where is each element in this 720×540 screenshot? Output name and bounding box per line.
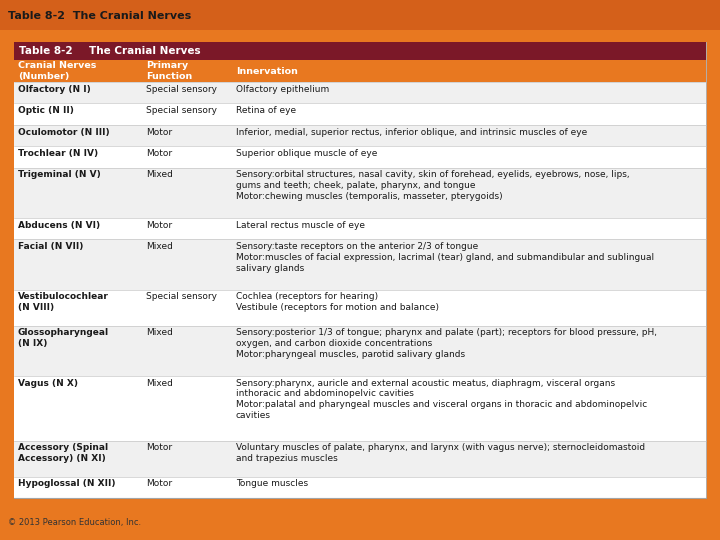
Text: Mixed: Mixed	[146, 170, 173, 179]
Bar	[14, 60, 706, 82]
Text: Sensory:orbital structures, nasal cavity, skin of forehead, eyelids, eyebrows, n: Sensory:orbital structures, nasal cavity…	[236, 170, 629, 201]
Bar	[14, 326, 706, 376]
Text: Mixed: Mixed	[146, 379, 173, 388]
Text: Primary
Function: Primary Function	[146, 62, 192, 80]
Text: Special sensory: Special sensory	[146, 85, 217, 94]
Text: Motor: Motor	[146, 149, 172, 158]
Text: Olfactory (N I): Olfactory (N I)	[18, 85, 91, 94]
Bar	[14, 42, 706, 60]
Bar	[14, 125, 706, 146]
Bar	[14, 146, 706, 167]
Text: Olfactory epithelium: Olfactory epithelium	[236, 85, 329, 94]
Bar	[14, 239, 706, 289]
Text: Special sensory: Special sensory	[146, 106, 217, 115]
Text: Sensory:taste receptors on the anterior 2/3 of tongue
Motor:muscles of facial ex: Sensory:taste receptors on the anterior …	[236, 242, 654, 273]
Text: Hypoglossal (N XII): Hypoglossal (N XII)	[18, 480, 115, 488]
Text: Mixed: Mixed	[146, 242, 173, 251]
Text: Trochlear (N IV): Trochlear (N IV)	[18, 149, 98, 158]
Text: Lateral rectus muscle of eye: Lateral rectus muscle of eye	[236, 221, 365, 230]
Text: Glossopharyngeal
(N IX): Glossopharyngeal (N IX)	[18, 328, 109, 348]
Text: Special sensory: Special sensory	[146, 293, 217, 301]
Text: Accessory (Spinal
Accessory) (N XI): Accessory (Spinal Accessory) (N XI)	[18, 443, 108, 463]
Text: Sensory:pharynx, auricle and external acoustic meatus, diaphragm, visceral organ: Sensory:pharynx, auricle and external ac…	[236, 379, 647, 420]
Bar	[14, 218, 706, 239]
Text: Trigeminal (N V): Trigeminal (N V)	[18, 170, 101, 179]
Text: Facial (N VII): Facial (N VII)	[18, 242, 84, 251]
Text: Motor: Motor	[146, 221, 172, 230]
Text: Superior oblique muscle of eye: Superior oblique muscle of eye	[236, 149, 377, 158]
Text: The Cranial Nerves: The Cranial Nerves	[89, 46, 201, 56]
Text: Retina of eye: Retina of eye	[236, 106, 296, 115]
Text: Motor: Motor	[146, 443, 172, 453]
Text: Cranial Nerves
(Number): Cranial Nerves (Number)	[18, 62, 96, 80]
Text: Oculomotor (N III): Oculomotor (N III)	[18, 127, 109, 137]
Text: Inferior, medial, superior rectus, inferior oblique, and intrinsic muscles of ey: Inferior, medial, superior rectus, infer…	[236, 127, 588, 137]
Bar	[14, 441, 706, 477]
Text: Vestibulocochlear
(N VIII): Vestibulocochlear (N VIII)	[18, 293, 109, 312]
Text: Optic (N II): Optic (N II)	[18, 106, 74, 115]
Text: Abducens (N VI): Abducens (N VI)	[18, 221, 100, 230]
Text: Vagus (N X): Vagus (N X)	[18, 379, 78, 388]
Text: © 2013 Pearson Education, Inc.: © 2013 Pearson Education, Inc.	[8, 517, 141, 526]
Bar	[14, 289, 706, 326]
Text: Voluntary muscles of palate, pharynx, and larynx (with vagus nerve); sternocleid: Voluntary muscles of palate, pharynx, an…	[236, 443, 645, 463]
Bar	[14, 103, 706, 125]
Bar	[14, 477, 706, 498]
Text: Table 8-2: Table 8-2	[19, 46, 73, 56]
Text: Innervation: Innervation	[236, 66, 298, 76]
Bar	[14, 82, 706, 103]
Bar	[14, 376, 706, 441]
Bar	[14, 167, 706, 218]
Text: Motor: Motor	[146, 480, 172, 488]
Text: Sensory:posterior 1/3 of tongue; pharynx and palate (part); receptors for blood : Sensory:posterior 1/3 of tongue; pharynx…	[236, 328, 657, 359]
Text: Motor: Motor	[146, 127, 172, 137]
Text: Cochlea (receptors for hearing)
Vestibule (receptors for motion and balance): Cochlea (receptors for hearing) Vestibul…	[236, 293, 439, 312]
Text: Table 8-2  The Cranial Nerves: Table 8-2 The Cranial Nerves	[8, 11, 192, 21]
Text: Mixed: Mixed	[146, 328, 173, 338]
Text: Tongue muscles: Tongue muscles	[236, 480, 308, 488]
Bar	[0, 0, 720, 30]
Bar	[14, 42, 706, 498]
